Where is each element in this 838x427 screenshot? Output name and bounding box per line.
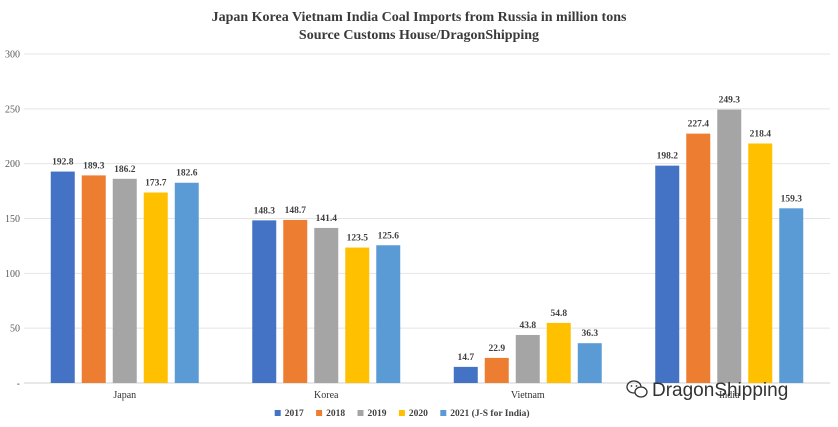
data-label: 186.2	[114, 165, 136, 175]
legend-label: 2017	[285, 409, 304, 419]
legend-swatch	[398, 410, 405, 416]
y-tick-label: 50	[10, 324, 20, 335]
bar	[686, 133, 711, 383]
data-label: 227.4	[688, 120, 710, 130]
x-tick-label: Korea	[314, 390, 339, 401]
data-label: 148.7	[285, 206, 307, 216]
y-tick-label: 100	[5, 269, 20, 280]
legend-swatch	[440, 410, 447, 416]
legend-swatch	[357, 410, 364, 416]
data-label: 123.5	[347, 234, 369, 244]
legend: 2017 2018 2019 2020 2021 (J-S for India)	[274, 408, 530, 419]
data-label: 54.8	[550, 309, 567, 319]
legend-label: 2020	[409, 409, 428, 419]
legend-swatch	[316, 410, 323, 416]
bar	[655, 165, 680, 383]
data-label: 249.3	[719, 96, 741, 106]
y-axis-ticks: - 50 100 150 200 250 300	[5, 50, 20, 390]
bar	[779, 208, 804, 383]
data-label: 14.7	[457, 353, 474, 363]
bar	[174, 182, 199, 383]
bar	[345, 247, 370, 383]
bar	[717, 109, 742, 383]
data-label: 218.4	[750, 129, 772, 139]
bar	[515, 334, 540, 383]
y-tick-label: 150	[5, 214, 20, 225]
data-label: 141.4	[316, 214, 338, 224]
legend-label: 2021 (J-S for India)	[450, 408, 529, 419]
bar	[283, 219, 308, 383]
data-label: 36.3	[581, 329, 598, 339]
legend-label: 2018	[326, 409, 345, 419]
bar	[748, 143, 773, 383]
y-tick-label: -	[17, 379, 20, 390]
data-label: 189.3	[83, 161, 105, 171]
bars	[50, 109, 804, 383]
data-label: 43.8	[519, 321, 536, 331]
chart-title: Japan Korea Vietnam India Coal Imports f…	[212, 10, 627, 25]
bar	[81, 175, 106, 383]
bar	[453, 366, 478, 383]
x-axis-ticks: Japan Korea Vietnam India	[113, 390, 740, 401]
data-labels: 192.8 189.3 186.2 173.7 182.6 148.3 148.7 141.4…	[52, 96, 802, 363]
data-label: 148.3	[254, 206, 276, 216]
x-tick-label: India	[719, 390, 740, 401]
bar	[252, 220, 277, 383]
x-tick-label: Japan	[113, 390, 136, 401]
data-label: 173.7	[145, 179, 167, 189]
legend-label: 2019	[368, 409, 387, 419]
y-tick-label: 250	[5, 104, 20, 115]
bar	[577, 343, 602, 383]
legend-swatch	[274, 410, 281, 416]
wechat-icon	[626, 380, 648, 398]
y-tick-label: 200	[5, 159, 20, 170]
y-tick-label: 300	[5, 50, 20, 61]
bar	[546, 322, 571, 383]
watermark: DragonShipping	[626, 380, 788, 401]
chart-subtitle: Source Customs House/DragonShipping	[299, 28, 539, 43]
bar	[143, 192, 168, 383]
x-tick-label: Vietnam	[511, 390, 545, 401]
data-label: 198.2	[657, 152, 679, 162]
bar	[314, 227, 339, 383]
data-label: 125.6	[378, 231, 400, 241]
data-label: 159.3	[781, 194, 803, 204]
data-label: 182.6	[176, 169, 198, 179]
data-label: 192.8	[52, 158, 74, 168]
bar	[50, 171, 75, 383]
bar	[376, 245, 401, 383]
watermark-text: DragonShipping	[652, 380, 788, 401]
bar	[112, 178, 137, 383]
bar	[484, 357, 509, 383]
data-label: 22.9	[488, 344, 505, 354]
